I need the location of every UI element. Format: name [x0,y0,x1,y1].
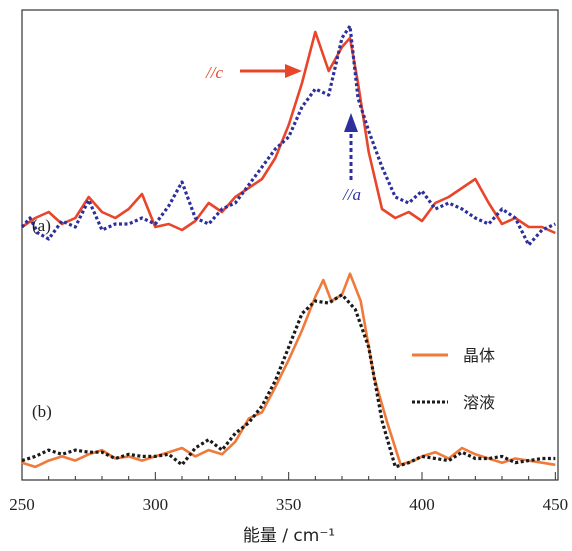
x-tick-label: 400 [409,495,435,514]
panel-label-a: (a) [32,216,51,235]
x-axis-ticks: 250 300 350 400 450 [9,472,568,514]
series-line-panelb-0 [21,272,556,469]
series-line-panelb-1 [21,293,556,469]
series-line-panela-0 [21,30,556,235]
legend: 晶体 溶液 [412,346,495,412]
series-line-panela-1 [20,24,556,247]
series-layer [20,24,556,469]
a-axis-annotation-label: //a [342,185,361,204]
plot-frame [21,9,559,481]
x-tick-label: 350 [276,495,302,514]
x-axis-label: 能量 / cm⁻¹ [243,526,335,546]
a-axis-arrow-icon [344,113,358,180]
c-axis-arrow-icon [240,64,302,78]
x-tick-label: 450 [543,495,569,514]
x-tick-label: 300 [143,495,169,514]
legend-label-solution: 溶液 [463,393,495,412]
c-axis-annotation-label: //c [205,63,223,82]
legend-label-crystal: 晶体 [463,346,495,365]
panel-label-b: (b) [32,402,52,421]
x-tick-label: 250 [9,495,35,514]
